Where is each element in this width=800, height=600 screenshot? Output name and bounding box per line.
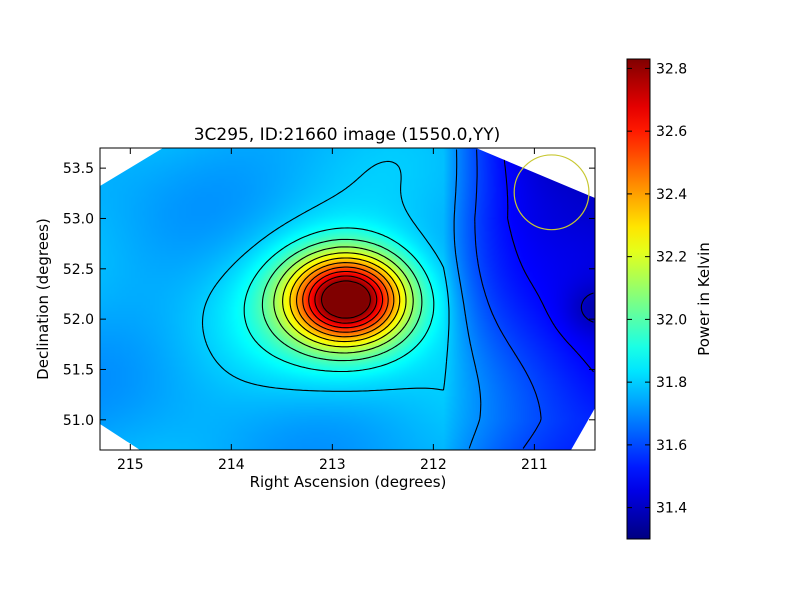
contour-line <box>474 149 542 449</box>
y-tick-label: 52.0 <box>63 312 94 328</box>
contour-line <box>243 227 435 373</box>
contour-line <box>320 280 371 319</box>
colorbar-tick-label: 32.8 <box>656 61 687 77</box>
plot-area: 215 214 213 212 211 51.0 51.5 52.0 52.5 53.0 53.5 <box>63 147 596 473</box>
colorbar-tick-label: 31.6 <box>656 438 687 454</box>
contour-line <box>289 257 401 343</box>
contour-lines <box>201 149 594 449</box>
y-tick-label: 53.0 <box>63 211 94 227</box>
x-tick-label: 212 <box>420 457 447 473</box>
colorbar-label: Power in Kelvin <box>695 242 713 356</box>
x-tick-label: 213 <box>319 457 346 473</box>
chart-title: 3C295, ID:21660 image (1550.0,YY) <box>194 125 501 145</box>
colorbar-ticks: 31.4 31.6 31.8 32.0 32.2 32.4 32.6 32.8 <box>627 61 687 517</box>
x-axis-label: Right Ascension (degrees) <box>250 473 447 491</box>
y-axis-label: Declination (degrees) <box>34 218 52 380</box>
colorbar-tick-label: 32.6 <box>656 124 687 140</box>
x-tick-label: 211 <box>521 457 548 473</box>
contour-line <box>296 262 395 338</box>
contour-line <box>201 160 450 392</box>
y-tick-label: 53.5 <box>63 161 94 177</box>
beam-circle <box>513 154 590 231</box>
y-axis: 51.0 51.5 52.0 52.5 53.0 53.5 <box>63 161 595 429</box>
contour-line <box>302 266 389 333</box>
plot-frame <box>99 147 596 451</box>
contour-line <box>314 275 378 324</box>
colorbar-tick-label: 31.8 <box>656 375 687 391</box>
x-axis: 215 214 213 212 211 <box>117 148 548 473</box>
colorbar: 31.4 31.6 31.8 32.0 32.2 32.4 32.6 32.8 Power i… <box>626 58 713 540</box>
contour-line <box>453 149 482 449</box>
colorbar-tick-label: 32.0 <box>656 312 687 328</box>
contour-line <box>273 246 414 354</box>
colorbar-gradient <box>627 59 650 539</box>
x-tick-label: 215 <box>117 457 144 473</box>
y-tick-label: 52.5 <box>63 262 94 278</box>
colorbar-tick-label: 32.4 <box>656 187 687 203</box>
heatmap <box>100 148 595 450</box>
y-tick-label: 51.5 <box>63 362 94 378</box>
colorbar-tick-label: 31.4 <box>656 501 687 517</box>
colorbar-frame <box>626 58 651 540</box>
contour-line <box>261 238 423 362</box>
y-tick-label: 51.0 <box>63 413 94 429</box>
x-tick-label: 214 <box>218 457 245 473</box>
colorbar-tick-label: 32.2 <box>656 250 687 266</box>
contour-line <box>308 270 384 329</box>
contour-line <box>282 252 407 348</box>
